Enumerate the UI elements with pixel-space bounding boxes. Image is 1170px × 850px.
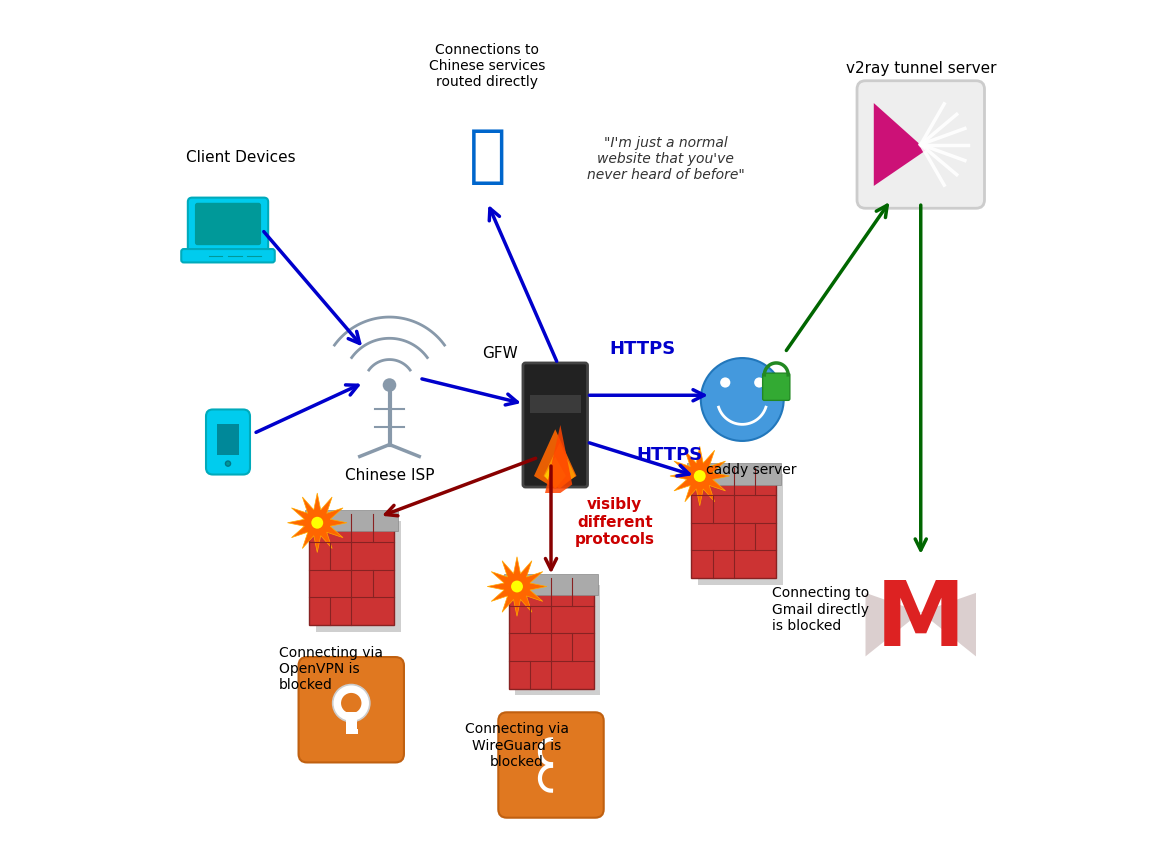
FancyBboxPatch shape — [498, 712, 604, 818]
FancyBboxPatch shape — [504, 574, 598, 595]
Polygon shape — [874, 103, 927, 186]
Bar — [353, 728, 358, 734]
FancyBboxPatch shape — [691, 468, 776, 578]
Circle shape — [383, 378, 397, 392]
Text: Connecting via
OpenVPN is
blocked: Connecting via OpenVPN is blocked — [278, 646, 383, 693]
Text: Connecting via
WireGuard is
blocked: Connecting via WireGuard is blocked — [464, 722, 569, 769]
Text: GFW: GFW — [482, 346, 518, 361]
FancyBboxPatch shape — [206, 410, 250, 474]
Bar — [346, 712, 357, 734]
Bar — [530, 395, 580, 413]
Text: M: M — [876, 576, 965, 665]
FancyBboxPatch shape — [309, 514, 394, 625]
Bar — [216, 424, 240, 455]
FancyBboxPatch shape — [698, 474, 783, 585]
FancyBboxPatch shape — [316, 521, 400, 632]
Circle shape — [701, 358, 784, 441]
FancyBboxPatch shape — [509, 578, 593, 688]
Polygon shape — [487, 557, 546, 616]
Text: HTTPS: HTTPS — [636, 445, 703, 464]
Polygon shape — [921, 593, 976, 656]
Bar — [346, 728, 351, 734]
Text: visibly
different
protocols: visibly different protocols — [574, 497, 655, 547]
Circle shape — [226, 461, 230, 466]
FancyBboxPatch shape — [304, 510, 398, 531]
Circle shape — [340, 693, 362, 713]
Polygon shape — [534, 429, 577, 489]
Circle shape — [511, 581, 523, 592]
FancyBboxPatch shape — [763, 373, 790, 400]
Circle shape — [694, 470, 706, 482]
Text: caddy server: caddy server — [706, 463, 796, 477]
Polygon shape — [288, 493, 347, 552]
FancyBboxPatch shape — [298, 657, 404, 762]
Text: "I'm just a normal
website that you've
never heard of before": "I'm just a normal website that you've n… — [587, 136, 744, 183]
Polygon shape — [544, 457, 566, 489]
FancyBboxPatch shape — [188, 198, 268, 256]
Polygon shape — [866, 593, 921, 656]
Polygon shape — [544, 443, 576, 489]
FancyBboxPatch shape — [181, 249, 275, 263]
FancyBboxPatch shape — [856, 81, 984, 208]
FancyBboxPatch shape — [195, 203, 261, 245]
Circle shape — [311, 517, 323, 529]
Circle shape — [721, 377, 730, 388]
Text: HTTPS: HTTPS — [610, 339, 676, 358]
Text: Client Devices: Client Devices — [186, 150, 295, 165]
Polygon shape — [670, 446, 730, 506]
Circle shape — [332, 684, 370, 722]
FancyBboxPatch shape — [515, 585, 600, 695]
Text: v2ray tunnel server: v2ray tunnel server — [846, 61, 996, 76]
FancyBboxPatch shape — [523, 363, 587, 487]
Text: Connections to
Chinese services
routed directly: Connections to Chinese services routed d… — [429, 42, 545, 89]
Text: 支: 支 — [468, 128, 505, 187]
Circle shape — [755, 377, 764, 388]
Text: Chinese ISP: Chinese ISP — [345, 468, 434, 483]
Text: Connecting to
Gmail directly
is blocked: Connecting to Gmail directly is blocked — [772, 586, 869, 633]
Polygon shape — [545, 425, 572, 493]
FancyBboxPatch shape — [687, 463, 780, 484]
